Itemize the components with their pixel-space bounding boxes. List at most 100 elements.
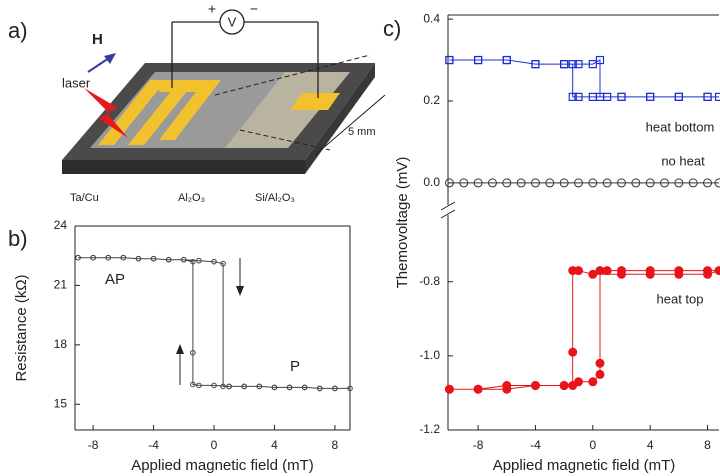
data-point bbox=[568, 92, 577, 101]
data-point bbox=[560, 60, 569, 69]
contact bbox=[128, 90, 188, 145]
data-point bbox=[602, 266, 612, 276]
data-point bbox=[190, 381, 196, 388]
axis-break bbox=[440, 201, 456, 211]
data-point bbox=[559, 178, 569, 188]
x-tick-label: 0 bbox=[211, 438, 218, 452]
x-axis-title: Applied magnetic field (mT) bbox=[493, 457, 676, 474]
data-point bbox=[241, 383, 248, 390]
data-point bbox=[631, 178, 641, 188]
data-point bbox=[286, 384, 293, 391]
sweep-arrow-head bbox=[176, 344, 184, 354]
data-point bbox=[588, 92, 597, 101]
data-point bbox=[714, 266, 720, 276]
x-tick-label: -8 bbox=[88, 438, 99, 452]
schematic: H V + − laser 5 mm Ta/Cu Al₂O₃ Si/Al₂O₃ bbox=[62, 1, 386, 204]
data-point bbox=[487, 178, 497, 188]
data-point bbox=[211, 382, 217, 389]
data-point bbox=[568, 381, 578, 391]
dashed-line bbox=[239, 129, 331, 151]
series-label: heat bottom bbox=[646, 119, 715, 134]
axis-break bbox=[440, 209, 456, 219]
panel-label: b) bbox=[8, 226, 28, 251]
data-point bbox=[703, 178, 713, 188]
data-point bbox=[568, 347, 578, 357]
data-point bbox=[473, 178, 483, 188]
data-point bbox=[674, 269, 684, 279]
data-point bbox=[568, 266, 578, 276]
laser-bolt bbox=[84, 88, 128, 138]
data-point bbox=[574, 60, 583, 69]
y-tick-label: -1.0 bbox=[419, 348, 440, 362]
data-point bbox=[660, 178, 670, 188]
data-point bbox=[559, 381, 569, 391]
data-point bbox=[595, 55, 605, 65]
data-point bbox=[616, 269, 626, 279]
data-point bbox=[120, 254, 127, 261]
series-line bbox=[449, 59, 719, 98]
y-tick-label: 21 bbox=[54, 278, 68, 292]
data-point bbox=[602, 178, 612, 188]
data-point bbox=[220, 383, 226, 390]
data-point bbox=[474, 55, 483, 65]
data-point bbox=[220, 260, 226, 267]
data-point bbox=[703, 269, 713, 279]
data-point bbox=[568, 60, 577, 69]
data-point bbox=[714, 178, 720, 188]
data-point bbox=[75, 254, 81, 261]
substrate-side bbox=[305, 63, 375, 174]
data-point bbox=[617, 92, 626, 101]
voltmeter-label: V bbox=[228, 14, 237, 29]
data-point bbox=[574, 92, 583, 101]
layer-label: Al₂O₃ bbox=[178, 192, 205, 204]
data-point bbox=[645, 269, 655, 279]
data-point bbox=[444, 178, 454, 188]
x-tick-label: -4 bbox=[148, 438, 159, 452]
y-tick-label: 0.0 bbox=[423, 175, 440, 189]
data-point bbox=[688, 178, 698, 188]
y-axis-title: Themovoltage (mV) bbox=[394, 157, 411, 289]
data-point bbox=[502, 384, 512, 394]
x-tick-label: 8 bbox=[704, 438, 711, 452]
data-point bbox=[473, 384, 483, 394]
data-point bbox=[196, 257, 202, 264]
layer-label: Ta/Cu bbox=[70, 192, 99, 204]
field-label: H bbox=[92, 31, 103, 48]
contact bbox=[290, 93, 340, 110]
data-point bbox=[226, 383, 232, 390]
x-tick-label: 0 bbox=[589, 438, 596, 452]
sweep-arrow-head bbox=[236, 286, 244, 296]
data-point bbox=[271, 384, 278, 391]
series-label: heat top bbox=[657, 291, 704, 306]
data-point bbox=[211, 258, 217, 265]
plus-sign: + bbox=[208, 1, 216, 17]
data-point bbox=[196, 382, 202, 389]
data-point bbox=[530, 381, 540, 391]
scale-label: 5 mm bbox=[348, 126, 376, 138]
x-tick-label: 4 bbox=[271, 438, 278, 452]
data-point bbox=[674, 92, 683, 101]
data-point bbox=[105, 254, 112, 261]
data-point bbox=[573, 178, 583, 188]
minus-sign: − bbox=[250, 1, 258, 17]
contact bbox=[159, 80, 221, 140]
data-point bbox=[502, 178, 512, 188]
dimension-line bbox=[314, 94, 386, 156]
data-point bbox=[588, 178, 598, 188]
data-point bbox=[545, 178, 555, 188]
data-point bbox=[531, 60, 540, 69]
dashed-line bbox=[214, 54, 371, 96]
x-tick-label: -4 bbox=[530, 438, 541, 452]
panel-label: c) bbox=[383, 16, 401, 41]
annotation: P bbox=[290, 358, 300, 375]
series-label: no heat bbox=[661, 153, 705, 168]
data-point bbox=[301, 384, 308, 391]
x-tick-label: -8 bbox=[473, 438, 484, 452]
data-point bbox=[347, 385, 353, 392]
data-point bbox=[90, 254, 96, 261]
data-point bbox=[603, 92, 612, 101]
data-point bbox=[135, 255, 142, 262]
y-tick-label: 0.2 bbox=[423, 93, 440, 107]
data-point bbox=[444, 384, 454, 394]
